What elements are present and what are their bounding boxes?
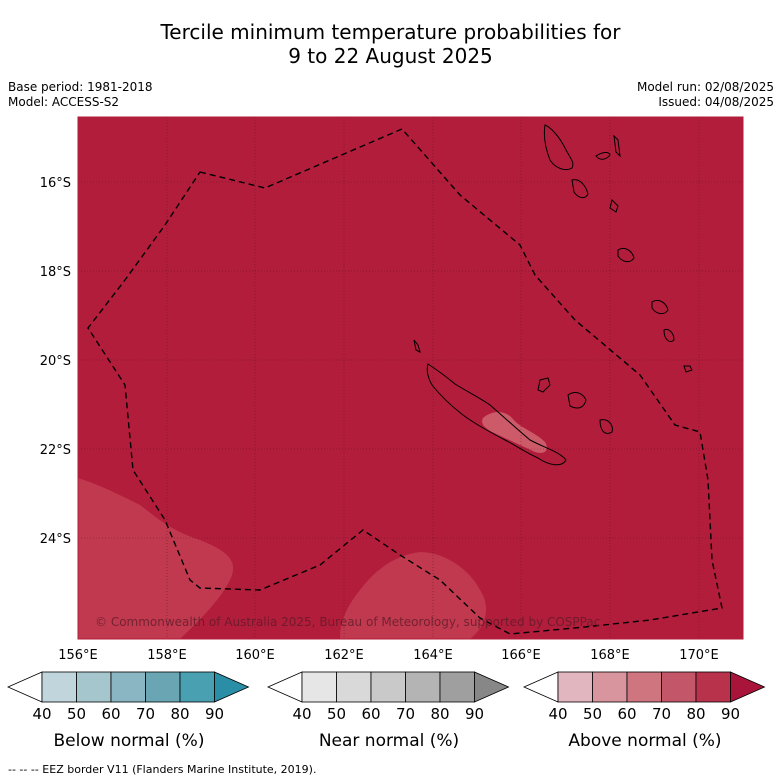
vanuatu-aneityum [683,365,693,373]
above-colorbar-swatch [661,671,697,703]
below-colorbar-tick-label: 60 [101,705,121,723]
above-colorbar-tick-label: 90 [720,705,741,723]
latitude-label: 24°S [40,532,71,547]
colorbar-below-normal [7,671,250,703]
below-colorbar-min-extend [7,671,43,703]
vanuatu-erromango [651,299,669,315]
near-colorbar-min-extend [267,671,303,703]
below-colorbar-swatch [145,671,181,703]
copyright-text: © Commonwealth of Australia 2025, Bureau… [95,615,600,629]
coastlines [413,124,693,466]
vanuatu-malekula [571,179,589,199]
below-normal-label: Below normal (%) [53,731,205,751]
near-colorbar-tick-label: 90 [464,705,485,723]
near-colorbar-tick-label: 60 [361,705,381,723]
map-frame [77,116,744,640]
eez-border [87,128,723,635]
below-colorbar-tick-label: 40 [32,705,52,723]
longitude-label: 162°E [324,648,364,663]
loyalty-island-lifou [567,392,587,409]
below-colorbar-tick-label: 80 [170,705,190,723]
longitude-labels: 156°E 158°E 160°E 162°E 164°E 166°E 168°E 170°E [58,648,719,663]
below-colorbar-swatch [76,671,112,703]
below-colorbar-tick-label: 50 [66,705,87,723]
vanuatu-espiritu-santo [543,124,574,171]
title-line-2: 9 to 22 August 2025 [288,44,493,68]
near-colorbar-max-extend [474,671,510,703]
below-colorbar-swatch [110,671,146,703]
vanuatu-ambae [595,152,611,160]
above-colorbar-swatch [557,671,593,703]
shaded-region-new-caledonia-light [482,412,547,453]
longitude-label: 170°E [679,648,719,663]
above-normal-label: Above normal (%) [568,731,722,751]
vanuatu-efate [617,247,635,263]
latitude-label: 20°S [40,354,71,369]
near-colorbar-swatch [405,671,441,703]
below-colorbar-max-extend [214,671,250,703]
base-period: Base period: 1981-2018 [8,80,153,94]
latitude-label: 22°S [40,443,71,458]
near-colorbar-swatch [301,671,337,703]
graticule [78,117,743,639]
near-colorbar-swatch [439,671,475,703]
shaded-region-south [340,552,486,639]
above-colorbar-swatch [695,671,731,703]
loyalty-island-ouvea [537,377,551,393]
latitude-labels: 16°S 18°S 20°S 22°S 24°S [40,176,71,547]
loyalty-island-mare [599,419,613,434]
near-colorbar-tick-label: 80 [430,705,450,723]
above-colorbar-tick-label: 40 [548,705,568,723]
above-colorbar-tick-label: 70 [651,705,672,723]
near-colorbar-swatch [370,671,406,703]
longitude-label: 166°E [501,648,541,663]
shaded-region-southwest [78,478,234,639]
longitude-label: 160°E [235,648,275,663]
longitude-label: 156°E [58,648,98,663]
above-colorbar-tick-label: 80 [686,705,706,723]
colorbar-above-normal [523,671,766,703]
model-name: Model: ACCESS-S2 [8,95,120,109]
vanuatu-epi [609,199,619,213]
above-colorbar-tick-label: 50 [582,705,603,723]
near-colorbar-swatch [336,671,372,703]
longitude-label: 164°E [413,648,453,663]
below-colorbar-swatch [41,671,77,703]
meta-left: Base period: 1981-2018 Model: ACCESS-S2 [8,80,153,110]
longitude-label: 168°E [590,648,630,663]
latitude-label: 18°S [40,265,71,280]
model-run: Model run: 02/08/2025 [636,80,774,94]
new-caledonia-coastline [426,363,567,466]
near-colorbar-tick-label: 50 [326,705,347,723]
above-colorbar-max-extend [730,671,766,703]
vanuatu-pentecost [613,134,621,158]
near-colorbar-tick-label: 40 [292,705,312,723]
above-colorbar-tick-label: 60 [617,705,637,723]
vanuatu-tanna [663,329,675,343]
above-colorbar-swatch [592,671,628,703]
longitude-label: 158°E [147,648,187,663]
title-line-1: Tercile minimum temperature probabilitie… [160,20,621,44]
eez-footnote: -- -- -- EEZ border V11 (Flanders Marine… [8,763,317,776]
near-colorbar-tick-label: 70 [395,705,416,723]
issued-date: Issued: 04/08/2025 [658,95,774,109]
meta-right: Model run: 02/08/2025 Issued: 04/08/2025 [637,80,774,110]
belep-island [413,339,421,353]
above-colorbar-swatch [626,671,662,703]
above-colorbar-min-extend [523,671,559,703]
near-normal-label: Near normal (%) [318,731,460,751]
latitude-label: 16°S [40,176,71,191]
below-colorbar-tick-label: 70 [135,705,156,723]
below-colorbar-swatch [179,671,215,703]
colorbar-near-normal [267,671,510,703]
chart-title: Tercile minimum temperature probabilitie… [0,20,781,68]
below-colorbar-tick-label: 90 [204,705,225,723]
